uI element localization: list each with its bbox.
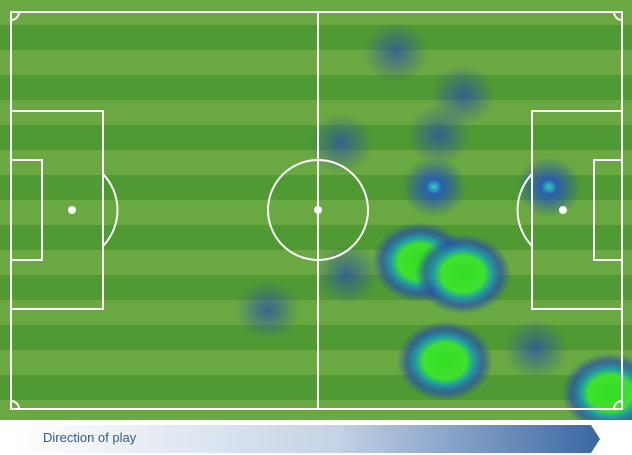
direction-of-play-label: Direction of play [43,430,137,445]
heatmap-blob [364,22,428,82]
heatmap-blob [402,157,466,217]
pitch-heatmap [0,0,632,420]
center-circle [267,159,369,261]
grass-stripe [0,225,632,250]
grass-stripe [0,375,632,400]
right-goal-area [593,159,623,261]
corner-arcs [10,11,623,410]
grass-stripe [0,100,632,125]
heatmap-blob [315,244,379,304]
direction-arrow [15,425,600,453]
center-spot [314,206,322,214]
grass-stripe [0,50,632,75]
heatmap-blob [562,353,632,420]
right-penalty-spot [559,206,567,214]
pitch-markings [10,11,623,410]
grass-stripe [0,75,632,100]
heatmap-blob [504,319,568,379]
heatmap-blob [309,113,373,173]
heatmap-blob [236,280,300,340]
heatmap-blob [415,234,511,314]
heatmap-blob [517,157,581,217]
right-penalty-arc [516,173,533,247]
grass-stripe [0,25,632,50]
left-goal-area [10,159,43,261]
left-penalty-arc [102,173,119,247]
heatmap-blob [407,105,471,165]
heatmap-blob [397,321,493,401]
left-penalty-spot [68,206,76,214]
